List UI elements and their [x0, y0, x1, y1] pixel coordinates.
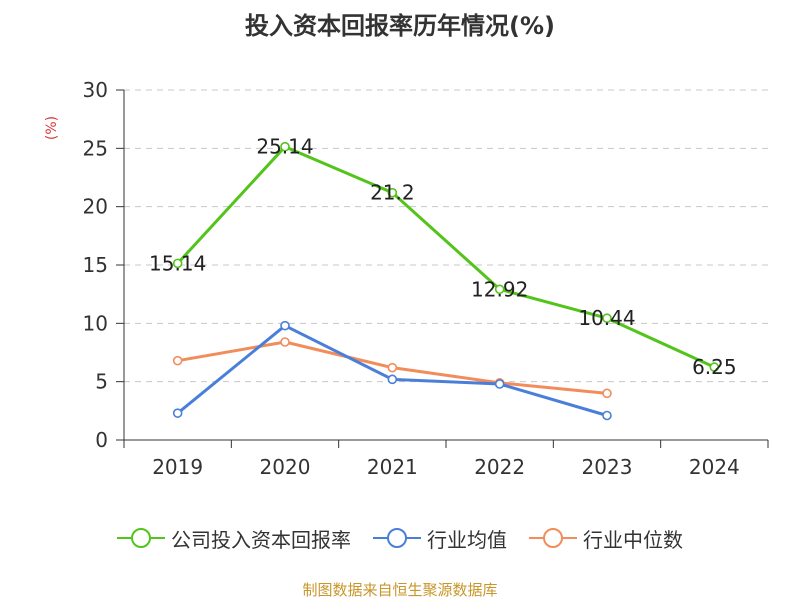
- legend-item-company[interactable]: 公司投入资本回报率: [117, 524, 351, 553]
- x-tick-label: 2024: [689, 455, 740, 479]
- y-tick-label: 10: [83, 311, 108, 335]
- data-point: [280, 141, 290, 152]
- legend-swatch-industry-mean: [373, 526, 421, 550]
- data-point: [387, 187, 398, 198]
- source-note: 制图数据来自恒生聚源数据库: [302, 581, 498, 599]
- y-tick-label: 5: [95, 370, 108, 394]
- legend-label-company: 公司投入资本回报率: [171, 527, 351, 552]
- legend: 公司投入资本回报率 行业均值 行业中位数: [0, 518, 800, 558]
- series-line: [176, 145, 715, 369]
- data-point: [172, 408, 183, 418]
- y-tick-label: 25: [83, 136, 108, 160]
- x-tick-label: 2019: [152, 455, 203, 479]
- data-point: [172, 355, 183, 366]
- data-label: 10.44: [578, 306, 635, 330]
- data-label: 21.2: [370, 181, 415, 205]
- data-label: 6.25: [692, 355, 737, 379]
- x-tick-label: 2020: [260, 455, 311, 479]
- data-point: [387, 374, 398, 385]
- data-point: [709, 362, 720, 372]
- data-point: [387, 362, 398, 373]
- data-label: 15.14: [149, 251, 206, 275]
- data-point: [494, 379, 505, 389]
- data-point: [494, 284, 505, 295]
- y-tick-label: 20: [83, 195, 108, 219]
- x-tick-label: 2023: [582, 455, 633, 479]
- legend-item-industry-median[interactable]: 行业中位数: [529, 524, 683, 553]
- data-point: [602, 388, 612, 399]
- legend-label-industry-median: 行业中位数: [583, 527, 683, 552]
- legend-swatch-company: [117, 526, 165, 550]
- y-tick-label: 0: [95, 428, 108, 452]
- x-tick-label: 2022: [474, 455, 525, 479]
- y-tick-label: 15: [83, 253, 108, 277]
- legend-item-industry-mean[interactable]: 行业均值: [373, 524, 507, 553]
- data-point: [602, 410, 612, 421]
- x-tick-label: 2021: [367, 455, 418, 479]
- data-point: [280, 337, 290, 347]
- data-point: [602, 313, 612, 324]
- data-label: 25.14: [256, 135, 313, 159]
- legend-label-industry-mean: 行业均值: [427, 527, 507, 552]
- data-point: [172, 258, 183, 269]
- legend-swatch-industry-median: [529, 526, 577, 550]
- chart-title: 投入资本回报率历年情况(%): [245, 12, 555, 40]
- data-label: 12.92: [471, 277, 528, 301]
- y-tick-label: 30: [83, 78, 108, 102]
- data-point: [280, 320, 290, 331]
